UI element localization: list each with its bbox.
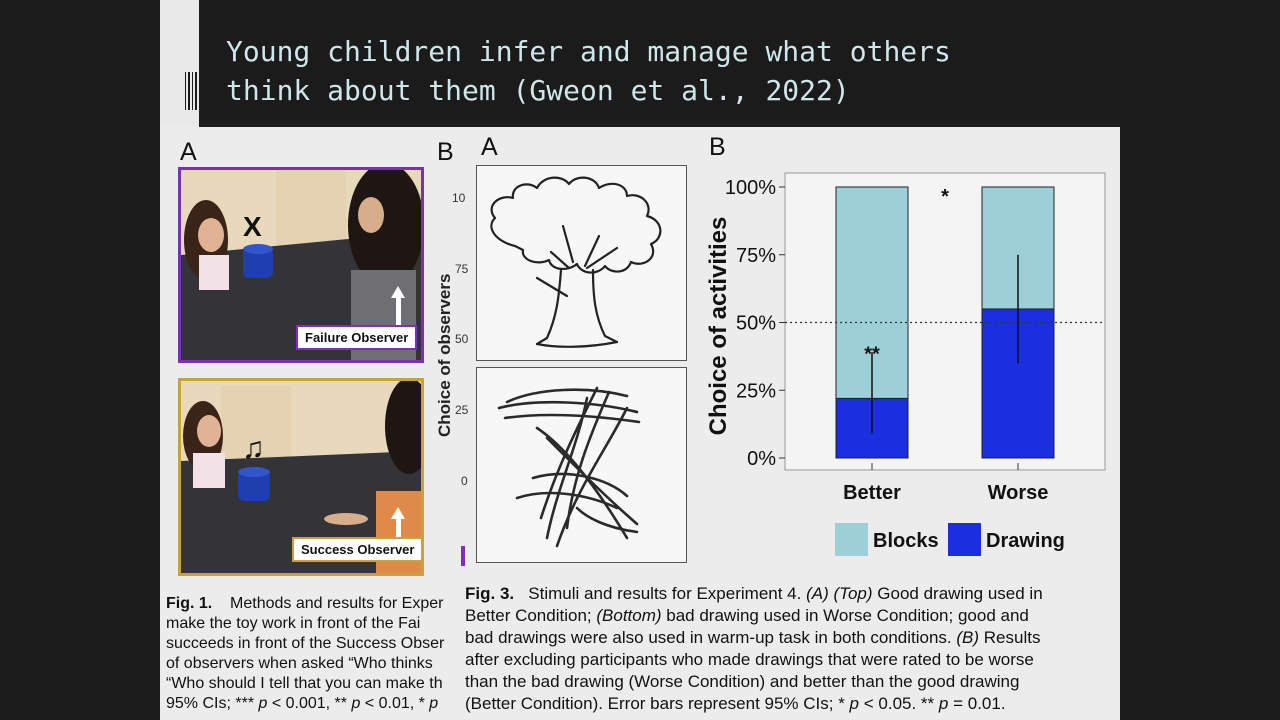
chart-y-tick-label: 0% [747, 448, 776, 470]
slide-title: Young children infer and manage what oth… [226, 32, 1106, 110]
right-margin [1120, 0, 1280, 720]
fig3-caption-line: (Better Condition). Error bars represent… [465, 694, 1006, 713]
chart-y-tick-label: 25% [736, 380, 776, 402]
chart-legend-label: Blocks [873, 530, 939, 552]
fig3-panel-b-letter: B [709, 133, 726, 161]
fig1-caption-line: 95% CIs; *** p < 0.001, ** p < 0.01, * p [166, 695, 439, 712]
fig1-purple-bar-fragment [461, 546, 465, 566]
fig1-tick: 25 [455, 403, 469, 417]
fig3-caption-line: than the bad drawing (Worse Condition) a… [465, 672, 1020, 691]
fig1-caption-line: “Who should I tell that you can make th [166, 675, 443, 692]
fig1-caption-line: Fig. 1. Methods and results for Exper [166, 595, 444, 612]
fig1-caption-line: succeeds in front of the Success Obser [166, 635, 445, 652]
fig3-caption: Fig. 3. Stimuli and results for Experime… [465, 583, 1120, 715]
fig1-caption: Fig. 1. Methods and results for Exper mak… [166, 594, 462, 714]
fig1-tick: 75 [455, 262, 469, 276]
title-bar [199, 0, 1120, 127]
left-margin [0, 0, 160, 720]
good-drawing-tree [476, 165, 687, 361]
chart-x-label: Worse [988, 482, 1049, 504]
chart-y-tick-label: 50% [736, 313, 776, 335]
chart-annotation-within: ** [864, 343, 880, 365]
chart-y-tick-label: 75% [736, 245, 776, 267]
slide-title-line-1: Young children infer and manage what oth… [226, 35, 951, 68]
fig3-bar-chart: 0% 25% 50% 75% 100% Better Worse Choice of ac… [705, 172, 1106, 556]
chart-annotation-between: * [941, 186, 949, 208]
bad-drawing-scribble [476, 367, 687, 563]
fig1-panel-a-letter: A [180, 138, 197, 166]
fig1-axis-label-text: Choice of observers [435, 273, 454, 437]
chart-y-tick-label: 100% [725, 177, 776, 199]
success-observer-photo [178, 378, 424, 576]
success-music-note-icon: ♫ [242, 432, 265, 465]
chart-x-label: Better [843, 482, 901, 504]
fig1-panel-b-letter: B [437, 138, 454, 166]
chart-y-ticks: 0% 25% 50% 75% 100% [725, 177, 785, 470]
fig1-axis-label: Choice of observers [435, 255, 454, 437]
fig3-caption-line: Better Condition; (Bottom) bad drawing u… [465, 606, 1029, 625]
barcode-mark [183, 72, 199, 110]
failure-x-mark: X [243, 211, 262, 242]
chart-legend-label: Drawing [986, 530, 1065, 552]
chart-legend-swatch [835, 523, 868, 556]
fig1-tick: 50 [455, 332, 469, 346]
fig3-caption-line: bad drawings were also used in warm-up t… [465, 628, 1041, 647]
fig3-panel-a-letter: A [481, 133, 498, 161]
chart-legend-swatch [948, 523, 981, 556]
fig3-caption-line: after excluding participants who made dr… [465, 650, 1034, 669]
failure-observer-label: Failure Observer [296, 325, 418, 350]
success-observer-label: Success Observer [292, 537, 424, 562]
fig1-caption-line: make the toy work in front of the Fai [166, 615, 421, 632]
chart-legend: Blocks Drawing [835, 523, 1065, 556]
chart-x-labels: Better Worse [843, 463, 1048, 504]
fig3-caption-line: Fig. 3. Stimuli and results for Experime… [465, 584, 1043, 603]
chart-plot-frame [784, 172, 1106, 471]
chart-y-axis-label: Choice of activities [705, 217, 732, 436]
fig1-tick: 0 [461, 474, 468, 488]
fig1-caption-line: of observers when asked “Who thinks [166, 655, 433, 672]
slide-title-line-2: think about them (Gweon et al., 2022) [226, 74, 850, 107]
chart-error-bars [871, 254, 1019, 434]
fig1-tick: 10 [452, 191, 466, 205]
